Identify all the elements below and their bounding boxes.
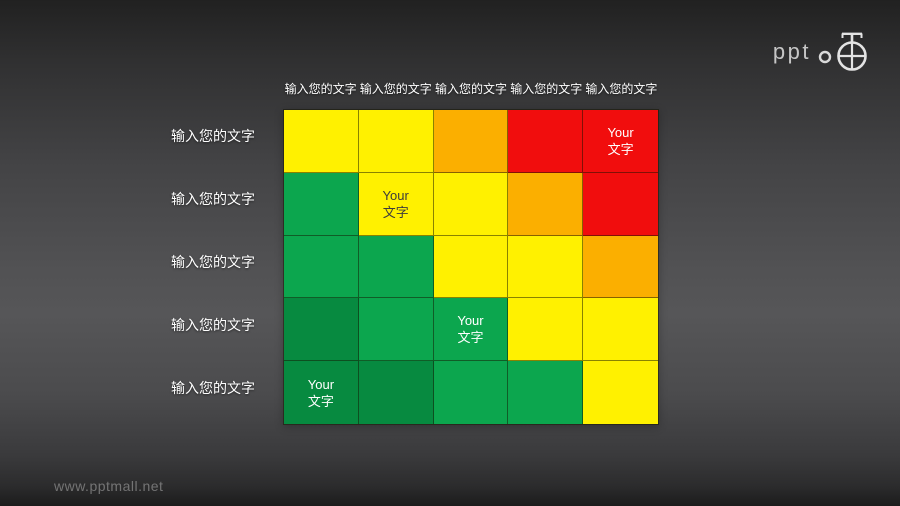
risk-matrix: Your 文字 Your 文字 Your 文字 Your 文字 bbox=[283, 109, 659, 425]
matrix-cell-r2-c4[interactable] bbox=[508, 172, 584, 236]
row-header-5[interactable]: 输入您的文字 bbox=[171, 380, 255, 397]
matrix-cell-r5-c2[interactable] bbox=[358, 361, 434, 424]
row-headers: 输入您的文字 输入您的文字 输入您的文字 输入您的文字 输入您的文字 bbox=[88, 109, 255, 425]
watermark: www.pptmall.net bbox=[54, 478, 164, 494]
matrix-cell-r5-c4[interactable] bbox=[508, 361, 584, 424]
matrix-cell-r4-c5[interactable] bbox=[583, 298, 658, 362]
row-header-3[interactable]: 输入您的文字 bbox=[171, 253, 255, 270]
matrix-cell-r4-c4[interactable] bbox=[508, 298, 584, 362]
pocket-watch-icon bbox=[818, 28, 874, 72]
column-header-2[interactable]: 输入您的文字 bbox=[359, 81, 432, 96]
matrix-cell-r5-c1[interactable]: Your 文字 bbox=[284, 361, 359, 424]
matrix-cell-r3-c5[interactable] bbox=[583, 235, 658, 299]
matrix-cell-r4-c3[interactable]: Your 文字 bbox=[433, 298, 509, 362]
matrix-cell-r2-c1[interactable] bbox=[284, 172, 359, 236]
cell-label-line2: 文字 bbox=[382, 204, 409, 220]
matrix-cell-r1-c2[interactable] bbox=[358, 110, 434, 173]
column-header-4[interactable]: 输入您的文字 bbox=[510, 81, 583, 96]
matrix-cell-r3-c3[interactable] bbox=[433, 235, 509, 299]
column-header-1[interactable]: 输入您的文字 bbox=[284, 81, 357, 96]
matrix-cell-r3-c4[interactable] bbox=[508, 235, 584, 299]
matrix-cell-r1-c1[interactable] bbox=[284, 110, 359, 173]
row-header-4[interactable]: 输入您的文字 bbox=[171, 317, 255, 334]
cell-label-line2: 文字 bbox=[307, 393, 334, 409]
cell-label-line1: Your bbox=[307, 376, 335, 392]
matrix-cell-r5-c5[interactable] bbox=[583, 361, 658, 424]
column-headers: 输入您的文字 输入您的文字 输入您的文字 输入您的文字 输入您的文字 bbox=[283, 76, 659, 100]
cell-label-line1: Your bbox=[607, 124, 634, 140]
row-header-2[interactable]: 输入您的文字 bbox=[171, 190, 255, 207]
row-header-1[interactable]: 输入您的文字 bbox=[171, 127, 255, 144]
matrix-cell-r1-c3[interactable] bbox=[433, 110, 509, 173]
cell-label-line1: Your bbox=[382, 187, 409, 203]
matrix-cell-r3-c1[interactable] bbox=[284, 235, 359, 299]
column-header-5[interactable]: 输入您的文字 bbox=[585, 81, 658, 96]
matrix-cell-r5-c3[interactable] bbox=[433, 361, 509, 424]
cell-label-line2: 文字 bbox=[607, 141, 634, 157]
cell-label-line2: 文字 bbox=[457, 330, 484, 346]
column-header-3[interactable]: 输入您的文字 bbox=[434, 81, 507, 96]
matrix-cell-r2-c2[interactable]: Your 文字 bbox=[358, 172, 434, 236]
matrix-cell-r4-c2[interactable] bbox=[358, 298, 434, 362]
cell-label-line1: Your bbox=[457, 313, 484, 329]
matrix-cell-r2-c5[interactable] bbox=[583, 172, 658, 236]
brand-logo-text: ppt bbox=[772, 39, 811, 64]
matrix-cell-r3-c2[interactable] bbox=[358, 235, 434, 299]
matrix-cell-r1-c5[interactable]: Your 文字 bbox=[583, 110, 658, 173]
matrix-cell-r4-c1[interactable] bbox=[284, 298, 359, 362]
brand-logo: ppt bbox=[773, 28, 874, 72]
matrix-cell-r1-c4[interactable] bbox=[508, 110, 584, 173]
matrix-cell-r2-c3[interactable] bbox=[433, 172, 509, 236]
